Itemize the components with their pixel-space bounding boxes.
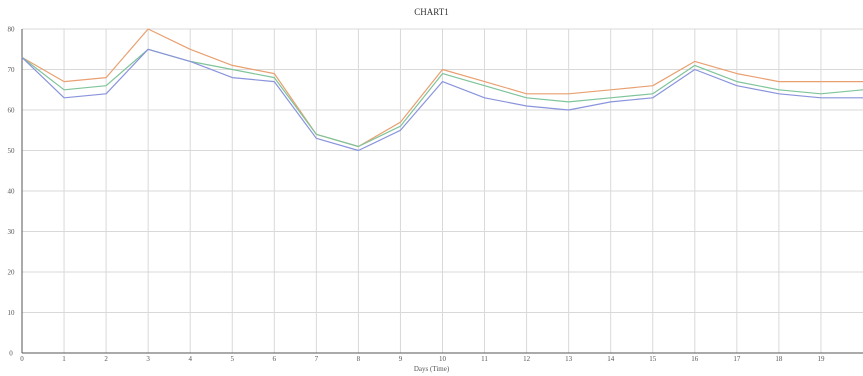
x-tick-label: 3	[146, 355, 150, 363]
chart-title: CHART1	[414, 7, 449, 17]
x-tick-label: 15	[649, 355, 657, 363]
x-tick-label: 11	[481, 355, 488, 363]
x-axis-label: Days (Time)	[413, 365, 450, 373]
y-tick-label: 40	[8, 188, 16, 196]
y-tick-label: 70	[8, 66, 16, 74]
y-tick-label: 0	[9, 350, 13, 358]
y-tick-label: 50	[8, 147, 16, 155]
y-tick-label: 80	[8, 26, 16, 34]
x-tick-label: 6	[273, 355, 277, 363]
x-tick-label: 1	[62, 355, 66, 363]
x-tick-label: 8	[357, 355, 361, 363]
y-tick-label: 10	[8, 309, 16, 317]
x-tick-label: 16	[691, 355, 699, 363]
x-tick-label: 14	[607, 355, 615, 363]
x-tick-label: 5	[231, 355, 235, 363]
x-tick-label: 17	[733, 355, 741, 363]
y-tick-label: 30	[8, 228, 16, 236]
x-tick-label: 13	[565, 355, 573, 363]
x-tick-label: 18	[775, 355, 783, 363]
x-tick-label: 2	[104, 355, 108, 363]
x-tick-label: 19	[817, 355, 825, 363]
x-tick-label: 4	[188, 355, 192, 363]
x-tick-label: 0	[20, 355, 24, 363]
x-tick-label: 10	[439, 355, 447, 363]
series-line-3	[21, 48, 863, 152]
x-tick-label: 12	[523, 355, 531, 363]
y-tick-label: 20	[8, 269, 16, 277]
y-tick-label: 60	[8, 107, 16, 115]
x-tick-label: 7	[315, 355, 319, 363]
x-tick-label: 9	[399, 355, 403, 363]
series-line-1	[21, 28, 863, 148]
